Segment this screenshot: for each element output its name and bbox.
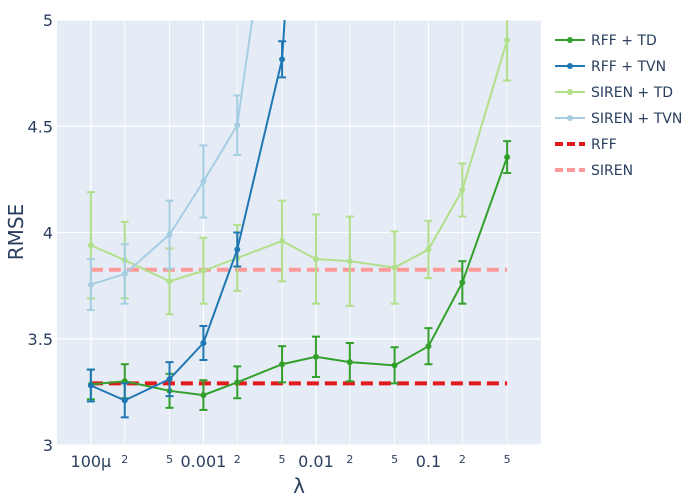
series-line — [90, 156, 509, 397]
data-point — [425, 246, 432, 253]
y-axis-title: RMSE — [4, 204, 28, 260]
x-tick-label: 0.1 — [416, 452, 441, 471]
data-point — [200, 178, 207, 185]
data-point — [312, 353, 319, 360]
series-clip-group — [86, 20, 512, 419]
data-point — [234, 379, 241, 386]
legend-item: SIREN + TVN — [555, 111, 682, 127]
legend-label: SIREN — [591, 163, 633, 179]
data-point — [279, 56, 286, 63]
series-line — [90, 39, 509, 283]
data-point — [279, 238, 286, 244]
data-point — [200, 340, 207, 346]
data-point — [87, 281, 94, 288]
legend-item: SIREN + TD — [555, 85, 673, 101]
x-tick-label: 2 — [346, 453, 353, 466]
data-point — [312, 256, 319, 263]
data-point — [346, 359, 353, 366]
data-point — [391, 362, 398, 369]
data-point — [504, 154, 511, 161]
data-point — [87, 382, 94, 389]
y-tick-label: 4 — [43, 224, 53, 243]
legend-label: SIREN + TD — [591, 85, 673, 101]
data-point — [200, 392, 207, 399]
legend-marker — [567, 115, 573, 121]
x-tick-labels: 100μ 2 5 0.001 2 5 0.01 2 5 0.1 2 5 — [71, 452, 511, 471]
legend-label: RFF + TD — [591, 33, 657, 49]
data-point — [234, 122, 241, 129]
data-point — [121, 397, 128, 404]
data-point — [166, 231, 173, 238]
data-point — [425, 343, 432, 350]
x-tick-label: 2 — [234, 453, 241, 466]
x-tick-label: 100μ — [71, 452, 112, 471]
y-tick-label: 4.5 — [28, 117, 53, 136]
x-tick-label: 5 — [279, 453, 286, 466]
data-point — [166, 278, 173, 285]
series-line — [90, 20, 254, 286]
legend-item: RFF + TVN — [555, 59, 666, 75]
legend-marker — [567, 89, 573, 95]
legend-item: RFF — [555, 137, 617, 153]
data-point — [459, 187, 466, 193]
x-tick-label: 0.001 — [181, 452, 227, 471]
y-tick-label: 3 — [43, 436, 53, 455]
data-point — [346, 258, 353, 265]
x-tick-label: 0.01 — [298, 452, 334, 471]
data-point — [200, 267, 207, 274]
x-tick-label: 5 — [391, 453, 398, 466]
legend-label: SIREN + TVN — [591, 111, 682, 127]
series-siren-tvn — [86, 20, 254, 312]
series-siren-td — [86, 20, 512, 316]
legend-marker — [567, 37, 573, 43]
data-point — [391, 264, 398, 271]
x-tick-label: 5 — [504, 453, 511, 466]
x-axis-title: λ — [293, 474, 305, 498]
x-tick-label: 5 — [166, 453, 173, 466]
data-point — [87, 242, 94, 249]
legend-label: RFF + TVN — [591, 59, 666, 75]
legend-item: SIREN — [555, 163, 633, 179]
series-layer — [86, 20, 512, 419]
y-tick-labels: 3 3.5 4 4.5 5 — [28, 11, 53, 455]
data-point — [121, 270, 128, 277]
data-point — [459, 279, 466, 286]
data-point — [166, 376, 173, 383]
legend-marker — [567, 63, 573, 69]
y-tick-label: 5 — [43, 11, 53, 30]
data-point — [504, 37, 511, 44]
x-tick-label: 2 — [121, 453, 128, 466]
legend-item: RFF + TD — [555, 33, 657, 49]
x-tick-label: 2 — [459, 453, 466, 466]
data-point — [279, 361, 286, 368]
legend-label: RFF — [591, 137, 617, 153]
series-rff-tvn — [86, 20, 287, 419]
legend: RFF + TD RFF + TVN SIREN + TD SIREN + TVN RF… — [555, 33, 682, 179]
y-tick-label: 3.5 — [28, 330, 53, 349]
data-point — [234, 246, 241, 253]
